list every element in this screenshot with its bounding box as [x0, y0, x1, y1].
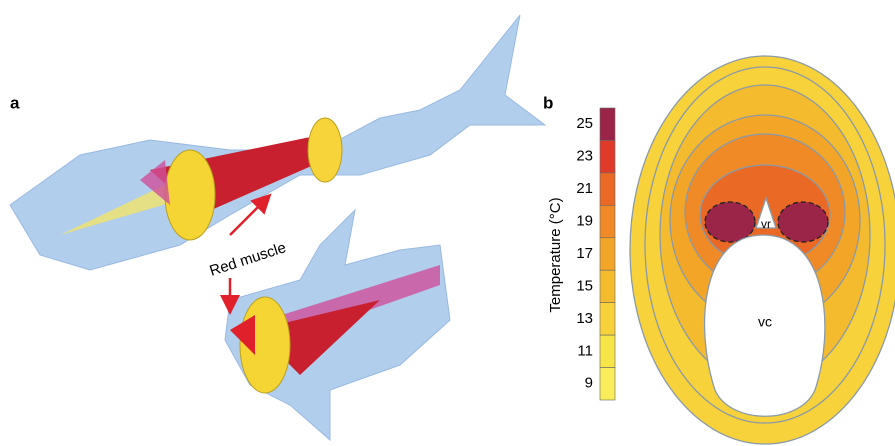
colorbar-segment [600, 238, 615, 270]
tick-label: 15 [576, 277, 593, 294]
tick-label: 11 [577, 342, 593, 359]
colorbar-segment [600, 303, 615, 335]
tick-label: 23 [576, 148, 593, 165]
colorbar-segment [600, 270, 615, 302]
panel-label: b [543, 93, 553, 112]
fish-lower [225, 210, 450, 440]
fish-upper [10, 15, 545, 270]
colorbar-segment [600, 173, 615, 205]
tick-label: 9 [585, 375, 593, 392]
annotation: Red muscle [208, 239, 289, 280]
colorbar: 25 23 21 19 17 15 13 11 9 [576, 108, 615, 400]
colorbar-segment [600, 205, 615, 237]
region-label: vr [761, 217, 771, 231]
figure: a Red muscle b Temperature (°C) 25 23 21 19… [0, 0, 895, 446]
tick-label: 21 [576, 180, 593, 197]
tick-label: 19 [576, 213, 593, 230]
region-label: vc [758, 314, 772, 330]
tick-label: 17 [576, 245, 593, 262]
colorbar-segment [600, 140, 615, 172]
colorbar-segment [600, 368, 615, 400]
colorbar-title: Temperature (°C) [547, 197, 564, 312]
tick-label: 13 [576, 310, 593, 327]
colorbar-segment [600, 108, 615, 140]
tick-label: 25 [576, 115, 593, 132]
colorbar-segment [600, 335, 615, 367]
cross-section [630, 56, 895, 444]
panel-label: a [10, 93, 20, 112]
